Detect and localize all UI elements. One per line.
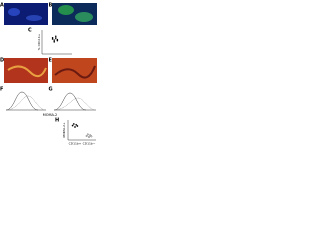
x-tick-label: CD11b+ bbox=[69, 142, 82, 146]
panel-label: G bbox=[49, 87, 53, 93]
point bbox=[74, 126, 76, 128]
point bbox=[85, 135, 88, 137]
point bbox=[55, 35, 57, 37]
panel-label: E bbox=[49, 58, 53, 64]
point bbox=[55, 36, 57, 38]
point bbox=[88, 136, 90, 138]
point bbox=[75, 123, 78, 126]
histogram bbox=[53, 97, 97, 111]
point bbox=[71, 124, 74, 127]
point bbox=[72, 123, 75, 125]
figure: A B C % CD11b+ D E F G MOMA-2 H MOMA-2+ … bbox=[0, 3, 97, 146]
point bbox=[53, 39, 55, 41]
x-tick-label: CD11b− bbox=[83, 142, 96, 146]
y-label: MOMA-2+ bbox=[62, 122, 66, 138]
tissue bbox=[54, 65, 96, 79]
point bbox=[89, 134, 92, 137]
histogram bbox=[53, 92, 87, 111]
x-label: MOMA-2 bbox=[43, 113, 58, 117]
point bbox=[76, 125, 79, 127]
tissue bbox=[7, 65, 47, 78]
point bbox=[90, 135, 93, 138]
image-d bbox=[4, 58, 48, 83]
blob bbox=[8, 8, 20, 16]
panel-label: B bbox=[49, 3, 53, 9]
point bbox=[51, 36, 54, 39]
point bbox=[55, 37, 57, 40]
panel-label: D bbox=[0, 58, 4, 64]
panel-label: H bbox=[55, 118, 59, 124]
panel-label: A bbox=[0, 3, 4, 9]
point bbox=[86, 133, 89, 136]
point bbox=[51, 38, 54, 40]
point bbox=[53, 40, 55, 42]
panel-label: C bbox=[28, 28, 32, 34]
blob bbox=[75, 12, 93, 22]
point bbox=[56, 39, 59, 42]
histogram bbox=[5, 91, 39, 111]
blob bbox=[58, 5, 74, 15]
y-label: % CD11b+ bbox=[37, 33, 41, 50]
panel-label: F bbox=[0, 87, 3, 93]
blob bbox=[26, 15, 42, 21]
histogram bbox=[5, 95, 47, 111]
